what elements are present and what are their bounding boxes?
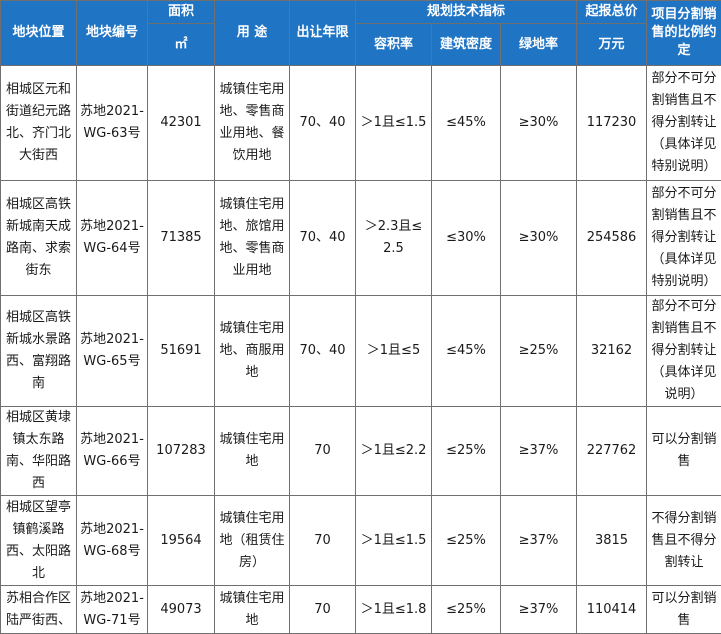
header-green: 绿地率 (501, 24, 577, 66)
cell-location: 相城区高铁新城水景路西、富翔路南 (1, 296, 77, 407)
header-area-unit: ㎡ (148, 24, 215, 66)
cell-area: 42301 (148, 66, 215, 181)
header-location: 地块位置 (1, 1, 77, 66)
cell-price: 227762 (577, 407, 647, 496)
cell-plot-no: 苏地2021-WG-66号 (77, 407, 148, 496)
cell-density: ≤30% (432, 181, 501, 296)
cell-usage: 城镇住宅用地 (215, 586, 290, 634)
cell-plot-no: 苏地2021-WG-63号 (77, 66, 148, 181)
cell-density: ≤45% (432, 66, 501, 181)
cell-years: 70、40 (290, 66, 356, 181)
cell-plot-no: 苏地2021-WG-68号 (77, 496, 148, 586)
cell-years: 70、40 (290, 181, 356, 296)
cell-usage: 城镇住宅用地、零售商业用地、餐饮用地 (215, 66, 290, 181)
cell-years: 70 (290, 496, 356, 586)
header-plot-no: 地块编号 (77, 1, 148, 66)
table-row: 相城区黄埭镇太东路南、华阳路西 苏地2021-WG-66号 107283 城镇住… (1, 407, 721, 496)
cell-area: 107283 (148, 407, 215, 496)
cell-location: 相城区黄埭镇太东路南、华阳路西 (1, 407, 77, 496)
cell-split: 部分不可分割销售且不得分割转让（具体详见说明） (647, 296, 721, 407)
cell-location: 相城区元和街道纪元路北、齐门北大街西 (1, 66, 77, 181)
cell-plot-no: 苏地2021-WG-64号 (77, 181, 148, 296)
cell-green: ≥30% (501, 181, 577, 296)
cell-density: ≤25% (432, 496, 501, 586)
cell-density: ≤25% (432, 407, 501, 496)
cell-area: 51691 (148, 296, 215, 407)
cell-years: 70 (290, 586, 356, 634)
cell-green: ≥30% (501, 66, 577, 181)
cell-price: 32162 (577, 296, 647, 407)
cell-split: 可以分割销售 (647, 586, 721, 634)
cell-years: 70 (290, 407, 356, 496)
cell-far: ＞1且≤5 (356, 296, 432, 407)
header-area: 面积 (148, 1, 215, 24)
cell-green: ≥37% (501, 407, 577, 496)
cell-far: ＞2.3且≤2.5 (356, 181, 432, 296)
header-split-rule: 项目分割销售的比例约定 (647, 1, 721, 66)
cell-area: 49073 (148, 586, 215, 634)
cell-usage: 城镇住宅用地、旅馆用地、零售商业用地 (215, 181, 290, 296)
table-row: 相城区望亭镇鹤溪路西、太阳路北 苏地2021-WG-68号 19564 城镇住宅… (1, 496, 721, 586)
cell-usage: 城镇住宅用地、商服用地 (215, 296, 290, 407)
table-row: 相城区高铁新城水景路西、富翔路南 苏地2021-WG-65号 51691 城镇住… (1, 296, 721, 407)
cell-area: 19564 (148, 496, 215, 586)
header-start-price: 起报总价 (577, 1, 647, 24)
header-usage: 用 途 (215, 1, 290, 66)
cell-plot-no: 苏地2021-WG-71号 (77, 586, 148, 634)
cell-usage: 城镇住宅用地 (215, 407, 290, 496)
cell-split: 部分不可分割销售且不得分割转让（具体详见特别说明） (647, 66, 721, 181)
cell-split: 不得分割销售且不得分割转让 (647, 496, 721, 586)
header-price-unit: 万元 (577, 24, 647, 66)
table-row: 相城区高铁新城南天成路南、求索街东 苏地2021-WG-64号 71385 城镇… (1, 181, 721, 296)
cell-density: ≤45% (432, 296, 501, 407)
cell-years: 70、40 (290, 296, 356, 407)
table-row: 苏相合作区陆严街西、 苏地2021-WG-71号 49073 城镇住宅用地 70… (1, 586, 721, 634)
cell-density: ≤25% (432, 586, 501, 634)
cell-plot-no: 苏地2021-WG-65号 (77, 296, 148, 407)
cell-split: 部分不可分割销售且不得分割转让（具体详见特别说明） (647, 181, 721, 296)
cell-price: 3815 (577, 496, 647, 586)
cell-price: 110414 (577, 586, 647, 634)
cell-split: 可以分割销售 (647, 407, 721, 496)
header-years: 出让年限 (290, 1, 356, 66)
cell-green: ≥37% (501, 496, 577, 586)
cell-location: 相城区高铁新城南天成路南、求索街东 (1, 181, 77, 296)
table-row: 相城区元和街道纪元路北、齐门北大街西 苏地2021-WG-63号 42301 城… (1, 66, 721, 181)
cell-far: ＞1且≤2.2 (356, 407, 432, 496)
cell-green: ≥37% (501, 586, 577, 634)
cell-price: 117230 (577, 66, 647, 181)
cell-usage: 城镇住宅用地（租赁住房） (215, 496, 290, 586)
header-density: 建筑密度 (432, 24, 501, 66)
header-far: 容积率 (356, 24, 432, 66)
cell-price: 254586 (577, 181, 647, 296)
cell-location: 苏相合作区陆严街西、 (1, 586, 77, 634)
cell-area: 71385 (148, 181, 215, 296)
cell-far: ＞1且≤1.8 (356, 586, 432, 634)
cell-green: ≥25% (501, 296, 577, 407)
cell-location: 相城区望亭镇鹤溪路西、太阳路北 (1, 496, 77, 586)
cell-far: ＞1且≤1.5 (356, 66, 432, 181)
header-tech: 规划技术指标 (356, 1, 577, 24)
cell-far: ＞1且≤1.5 (356, 496, 432, 586)
table-header: 地块位置 地块编号 面积 用 途 出让年限 规划技术指标 起报总价 项目分割销售… (1, 1, 721, 66)
